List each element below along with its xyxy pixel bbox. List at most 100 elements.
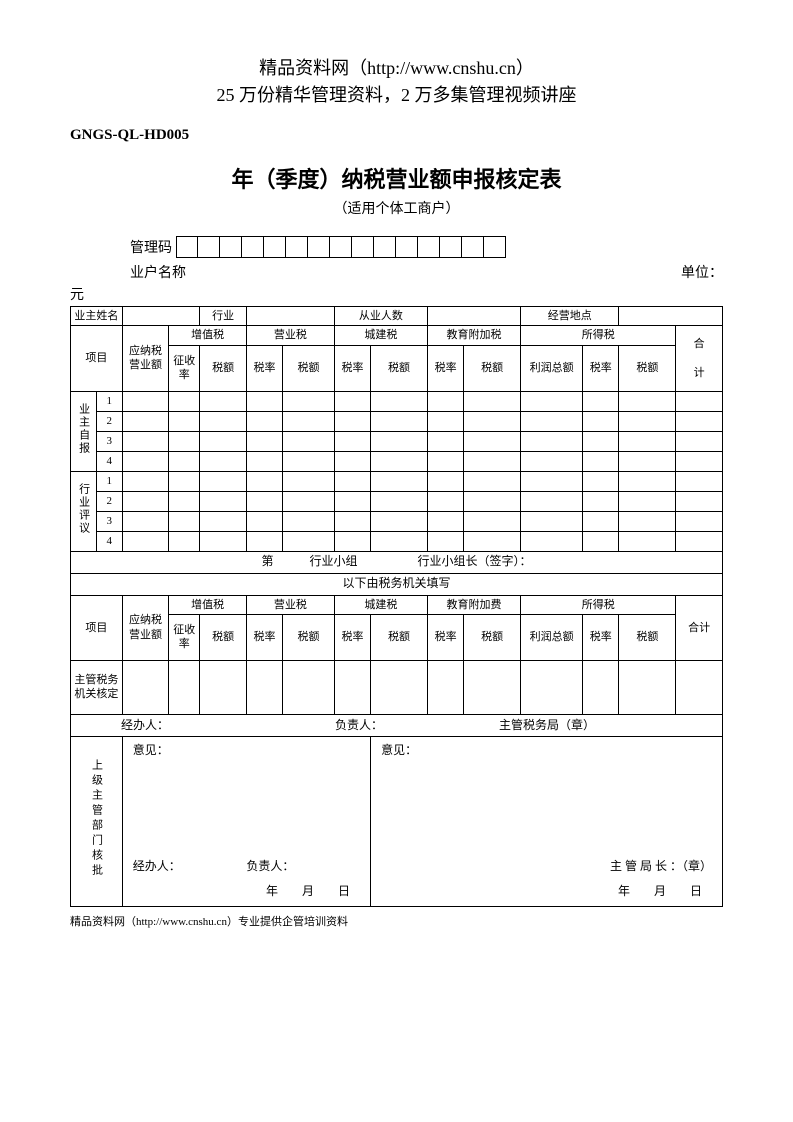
cell[interactable]: [122, 411, 169, 431]
cell[interactable]: [676, 531, 723, 551]
cell[interactable]: [371, 471, 428, 491]
location-value[interactable]: [619, 307, 723, 326]
cell[interactable]: [464, 411, 521, 431]
cell[interactable]: [122, 391, 169, 411]
cell[interactable]: [583, 391, 619, 411]
code-box[interactable]: [198, 236, 220, 258]
cell[interactable]: [200, 451, 247, 471]
cell[interactable]: [334, 471, 370, 491]
cell[interactable]: [169, 491, 200, 511]
cell[interactable]: [169, 531, 200, 551]
cell[interactable]: [246, 431, 282, 451]
cell[interactable]: [583, 451, 619, 471]
cell[interactable]: [583, 491, 619, 511]
cell[interactable]: [427, 391, 463, 411]
cell[interactable]: [283, 491, 335, 511]
cell[interactable]: [169, 471, 200, 491]
cell[interactable]: [676, 491, 723, 511]
cell[interactable]: [283, 660, 335, 714]
cell[interactable]: [169, 511, 200, 531]
cell[interactable]: [619, 531, 676, 551]
cell[interactable]: [676, 431, 723, 451]
cell[interactable]: [464, 431, 521, 451]
cell[interactable]: [464, 511, 521, 531]
cell[interactable]: [283, 431, 335, 451]
cell[interactable]: [464, 391, 521, 411]
code-box[interactable]: [330, 236, 352, 258]
cell[interactable]: [583, 431, 619, 451]
cell[interactable]: [619, 411, 676, 431]
cell[interactable]: [283, 411, 335, 431]
cell[interactable]: [583, 531, 619, 551]
cell[interactable]: [122, 431, 169, 451]
cell[interactable]: [583, 411, 619, 431]
cell[interactable]: [371, 660, 428, 714]
cell[interactable]: [122, 660, 169, 714]
cell[interactable]: [464, 660, 521, 714]
code-box[interactable]: [484, 236, 506, 258]
cell[interactable]: [521, 531, 583, 551]
cell[interactable]: [283, 511, 335, 531]
cell[interactable]: [200, 411, 247, 431]
cell[interactable]: [427, 471, 463, 491]
cell[interactable]: [169, 391, 200, 411]
cell[interactable]: [200, 431, 247, 451]
cell[interactable]: [521, 411, 583, 431]
cell[interactable]: [619, 391, 676, 411]
cell[interactable]: [427, 411, 463, 431]
cell[interactable]: [521, 511, 583, 531]
code-box[interactable]: [286, 236, 308, 258]
cell[interactable]: [619, 660, 676, 714]
code-box[interactable]: [242, 236, 264, 258]
cell[interactable]: [246, 391, 282, 411]
cell[interactable]: [371, 431, 428, 451]
code-box[interactable]: [264, 236, 286, 258]
cell[interactable]: [464, 471, 521, 491]
cell[interactable]: [122, 451, 169, 471]
cell[interactable]: [246, 411, 282, 431]
opinion-right[interactable]: 意见： 主 管 局 长 ：（章） 年 月 日: [371, 736, 723, 906]
cell[interactable]: [619, 471, 676, 491]
industry-value[interactable]: [246, 307, 334, 326]
cell[interactable]: [334, 491, 370, 511]
cell[interactable]: [169, 660, 200, 714]
cell[interactable]: [371, 531, 428, 551]
cell[interactable]: [200, 491, 247, 511]
cell[interactable]: [334, 451, 370, 471]
cell[interactable]: [283, 391, 335, 411]
cell[interactable]: [246, 471, 282, 491]
cell[interactable]: [334, 391, 370, 411]
cell[interactable]: [521, 391, 583, 411]
cell[interactable]: [200, 471, 247, 491]
cell[interactable]: [676, 391, 723, 411]
code-box[interactable]: [176, 236, 198, 258]
cell[interactable]: [246, 531, 282, 551]
cell[interactable]: [427, 491, 463, 511]
cell[interactable]: [334, 511, 370, 531]
cell[interactable]: [169, 451, 200, 471]
cell[interactable]: [521, 451, 583, 471]
cell[interactable]: [122, 511, 169, 531]
cell[interactable]: [427, 431, 463, 451]
cell[interactable]: [334, 431, 370, 451]
cell[interactable]: [676, 451, 723, 471]
cell[interactable]: [676, 511, 723, 531]
code-box[interactable]: [462, 236, 484, 258]
cell[interactable]: [334, 411, 370, 431]
cell[interactable]: [676, 660, 723, 714]
cell[interactable]: [283, 531, 335, 551]
cell[interactable]: [464, 491, 521, 511]
cell[interactable]: [169, 431, 200, 451]
cell[interactable]: [521, 431, 583, 451]
cell[interactable]: [619, 451, 676, 471]
cell[interactable]: [583, 660, 619, 714]
cell[interactable]: [521, 491, 583, 511]
cell[interactable]: [583, 511, 619, 531]
cell[interactable]: [122, 471, 169, 491]
cell[interactable]: [200, 531, 247, 551]
cell[interactable]: [371, 511, 428, 531]
cell[interactable]: [619, 431, 676, 451]
cell[interactable]: [169, 411, 200, 431]
cell[interactable]: [371, 451, 428, 471]
cell[interactable]: [521, 471, 583, 491]
